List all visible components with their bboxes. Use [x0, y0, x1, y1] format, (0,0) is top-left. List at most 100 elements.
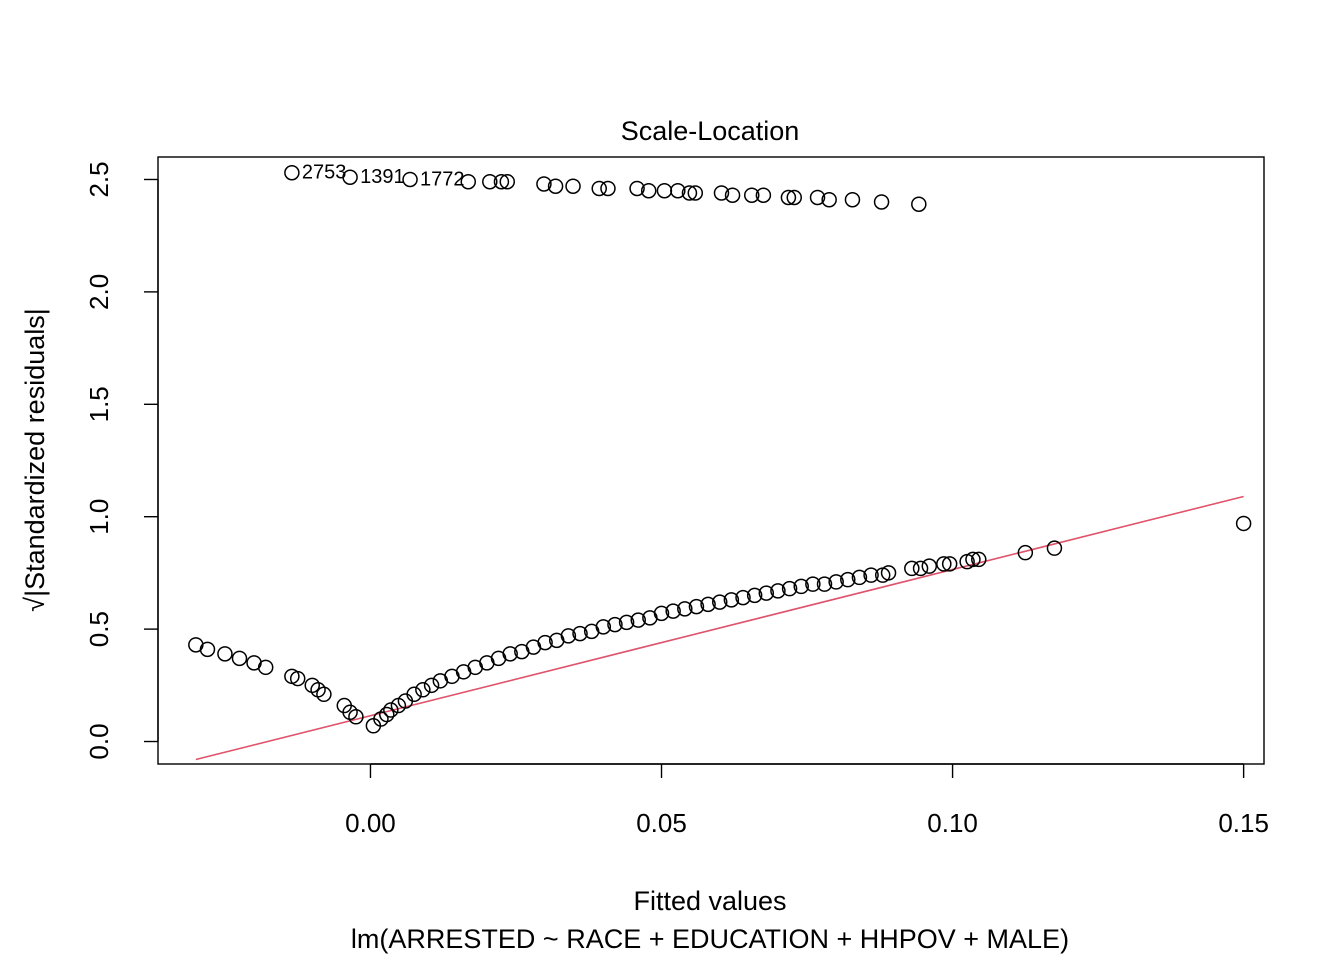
y-tick-label: 2.5: [84, 161, 114, 197]
lower-band-point: [971, 551, 987, 568]
y-tick-label: 0.5: [84, 611, 114, 647]
upper-band-point: [493, 173, 510, 190]
upper-band-point: [670, 182, 686, 199]
upper-band-point: [600, 180, 616, 197]
upper-band-point: [809, 189, 826, 206]
lower-band-point: [936, 556, 952, 572]
upper-band-point: [640, 182, 657, 199]
lower-band-point: [965, 551, 981, 568]
lower-band-point: [880, 565, 897, 581]
lower-band-point: [805, 576, 821, 592]
upper-band-point: [780, 189, 797, 206]
upper-band-point: [755, 187, 772, 203]
lower-band-point: [665, 603, 681, 619]
lower-band-point: [851, 569, 868, 586]
x-tick-label: 0.15: [1218, 808, 1269, 838]
lower-band-point: [840, 571, 856, 588]
chart-title: Scale-Location: [621, 116, 800, 146]
points-layer: [188, 164, 1252, 734]
lower-band-point: [383, 702, 399, 718]
lower-band-point: [537, 634, 553, 651]
lower-band-point: [560, 628, 577, 644]
lower-band-point: [904, 560, 920, 577]
upper-band-point: [844, 191, 861, 208]
lower-band-point: [735, 589, 751, 606]
lower-band-point: [941, 556, 958, 572]
outlier-label: 1772: [420, 168, 465, 190]
lower-band-point: [289, 670, 306, 687]
lower-band-point: [231, 650, 248, 667]
outlier-label: 2753: [302, 162, 347, 184]
upper-band-point: [460, 173, 477, 190]
lower-band-point: [653, 605, 670, 622]
upper-band-point: [786, 189, 802, 206]
lower-band-point: [348, 709, 364, 725]
smoother-layer: [195, 495, 1244, 761]
x-tick-label: 0.00: [345, 808, 396, 838]
model-formula-subtitle: lm(ARRESTED ~ RACE + EDUCATION + HHPOV +…: [351, 924, 1069, 954]
lower-band-point: [630, 612, 646, 628]
lower-band-point: [618, 614, 635, 631]
upper-band-point: [743, 187, 760, 203]
upper-band-point: [873, 194, 890, 210]
upper-band-point: [821, 191, 837, 208]
lower-band-point: [758, 585, 775, 601]
lower-band-point: [770, 583, 786, 599]
lower-band-point: [257, 659, 274, 676]
upper-band-point: [713, 185, 730, 201]
lower-band-point: [723, 592, 740, 608]
lower-band-point: [502, 646, 518, 662]
lower-band-point: [828, 574, 844, 590]
lower-band-point: [316, 686, 332, 703]
lower-band-point: [572, 625, 588, 642]
upper-band-point: [547, 178, 564, 194]
upper-band-point: [536, 176, 552, 192]
y-tick-label: 0.0: [84, 723, 114, 759]
lower-band-point: [793, 578, 809, 595]
lower-band-point: [781, 580, 798, 597]
x-tick-label: 0.05: [636, 808, 687, 838]
upper-band-point: [911, 196, 927, 212]
lower-band-point: [912, 560, 929, 577]
y-tick-label: 1.5: [84, 386, 114, 422]
lower-band-point: [816, 576, 833, 592]
lower-band-point: [863, 567, 879, 583]
lower-band-point: [711, 594, 728, 610]
y-tick-label: 2.0: [84, 274, 114, 310]
outlier-label: 1391: [360, 166, 405, 188]
lower-band-point: [199, 641, 216, 658]
lower-band-point: [1046, 540, 1063, 556]
upper-band-point: [284, 164, 300, 181]
upper-band-point: [591, 180, 607, 197]
lower-band-point: [423, 677, 440, 694]
upper-band-point: [402, 171, 418, 188]
lower-band-point: [1017, 544, 1034, 561]
lower-band-point: [700, 596, 716, 613]
upper-band-point: [342, 169, 358, 185]
upper-band-point: [724, 187, 741, 203]
upper-band-point: [629, 180, 645, 197]
lower-band-point: [607, 616, 623, 633]
x-axis-label: Fitted values: [633, 886, 786, 916]
lower-band-point: [1235, 515, 1252, 532]
x-axis: 0.00 0.05 0.10 0.15: [345, 763, 1269, 838]
smoother-line: [195, 495, 1244, 761]
lower-band-point: [595, 619, 612, 635]
y-axis-label: √|Standardized residuals|: [20, 308, 50, 612]
annotation-layer: 2753 1391 1772: [302, 162, 465, 191]
lower-band-point: [746, 587, 763, 604]
lower-band-point: [406, 686, 422, 703]
x-tick-label: 0.10: [927, 808, 978, 838]
lower-band-point: [217, 646, 233, 662]
lower-band-point: [415, 682, 431, 698]
y-axis: 0.0 0.5 1.0 1.5 2.0 2.5: [84, 161, 159, 760]
upper-band-point: [687, 185, 704, 201]
lower-band-point: [379, 706, 395, 723]
upper-band-point: [565, 178, 581, 194]
lower-band-point: [921, 558, 938, 574]
upper-band-point: [482, 173, 498, 190]
y-tick-label: 1.0: [84, 499, 114, 535]
upper-band-point: [499, 173, 516, 190]
